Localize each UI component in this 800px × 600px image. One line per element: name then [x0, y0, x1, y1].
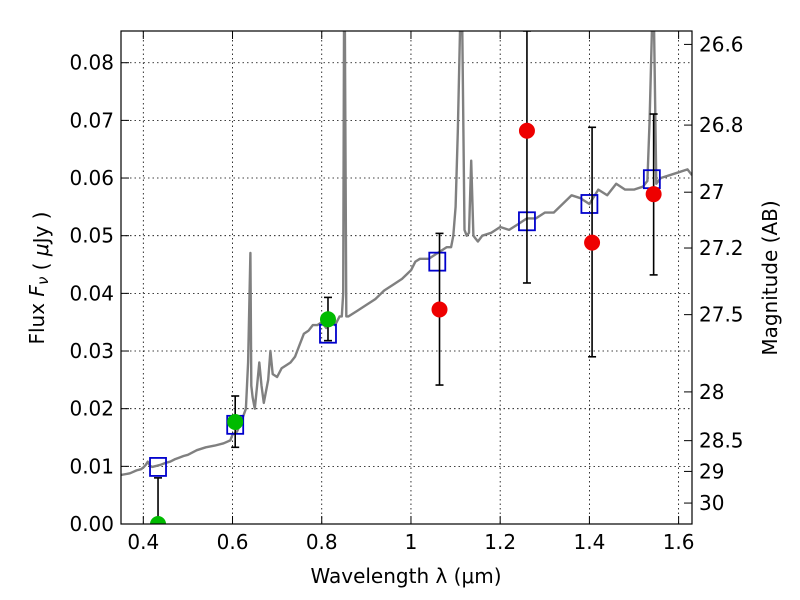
data-point — [518, 122, 535, 139]
y-tick-label: 0.04 — [69, 281, 114, 305]
model-square — [580, 194, 599, 214]
grid — [121, 31, 692, 525]
y-label-part: F — [25, 285, 49, 297]
y-tick-label: 0.00 — [69, 512, 114, 536]
mag-tick-label: 30 — [699, 491, 724, 515]
x-tick-label: 1 — [405, 530, 418, 554]
y-label-part: ( — [29, 256, 53, 277]
data-point — [150, 516, 167, 524]
mag-tick-label: 27.5 — [699, 303, 744, 327]
data-point — [319, 311, 336, 328]
y-label-part: μ — [29, 243, 53, 257]
model-square — [642, 169, 661, 190]
plot-frame — [120, 30, 693, 525]
y-tick-label: 0.03 — [69, 339, 114, 363]
y-label-part: ν — [34, 277, 52, 285]
data-point — [584, 234, 601, 251]
x-tick-label: 1.4 — [573, 530, 605, 554]
data-point — [645, 186, 662, 203]
model-square — [149, 457, 167, 477]
y-label-part: Jy ) — [29, 211, 53, 245]
data-point — [227, 413, 244, 430]
x-tick-label: 1.2 — [484, 530, 516, 554]
y2-axis-label: Magnitude (AB) — [758, 200, 782, 355]
sed-line — [121, 31, 692, 477]
x-tick-label: 0.8 — [306, 530, 338, 554]
axis-ticks: 0.4 0.6 0.8 1 1.2 1.4 1.6 0.00 0.01 0.02 0.03 0.04 0… — [69, 31, 744, 554]
y-tick-label: 0.02 — [69, 397, 114, 421]
data-point — [431, 301, 448, 318]
plot-clip-group — [121, 31, 692, 524]
y-tick-label: 0.07 — [69, 108, 114, 132]
mag-tick-label: 27 — [699, 180, 724, 204]
y-tick-label: 0.06 — [69, 166, 114, 190]
x-axis-label: Wavelength λ (μm) — [310, 564, 501, 588]
mag-tick-label: 28.5 — [699, 429, 744, 453]
mag-tick-label: 26.6 — [699, 32, 744, 56]
y-axis-label: Flux Fν ( μJy ) — [25, 211, 53, 344]
x-tick-label: 0.4 — [127, 530, 159, 554]
mag-tick-label: 27.2 — [699, 236, 744, 260]
model-square — [428, 251, 447, 272]
x-tick-label: 0.6 — [217, 530, 249, 554]
mag-tick-label: 29 — [699, 459, 724, 483]
mag-tick-label: 26.8 — [699, 113, 744, 137]
x-tick-label: 1.6 — [663, 530, 695, 554]
mag-tick-label: 28 — [699, 380, 724, 404]
y-tick-label: 0.01 — [69, 454, 114, 478]
y-tick-label: 0.05 — [69, 224, 114, 248]
plot-data — [121, 31, 692, 524]
y-tick-label: 0.08 — [69, 51, 114, 75]
y-label-part: Flux — [25, 297, 49, 345]
